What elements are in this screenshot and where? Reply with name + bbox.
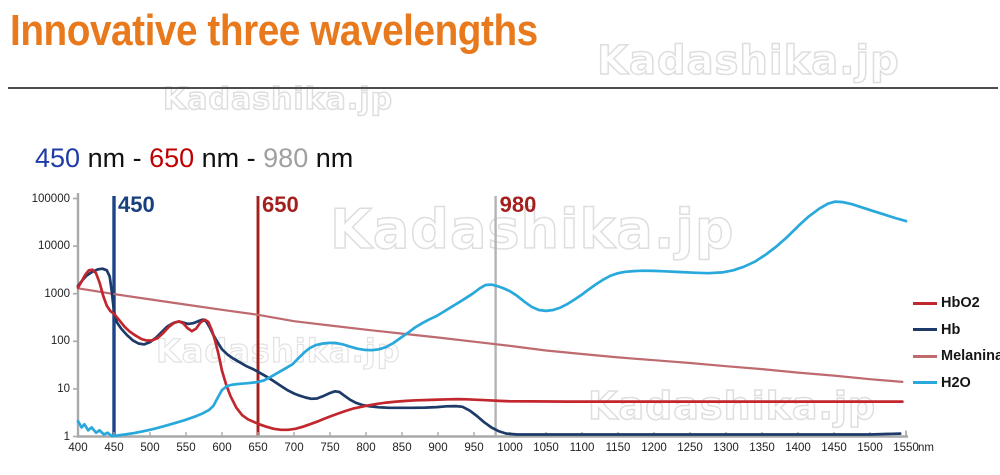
watermark: Kadashika.jp [587,383,877,429]
wavelengths-subtitle: 450 nm - 650 nm - 980 nm [35,143,353,174]
title-divider [8,87,998,89]
melanina-curve [76,287,904,383]
subtitle-sep2: nm - [194,143,264,173]
watermark: Kadashika.jp [329,197,735,262]
page-title: Innovative three wavelengths [10,6,538,55]
watermark: Kadashika.jp [596,37,900,85]
subtitle-sep1: nm - [80,143,150,173]
hb-curve [76,267,902,436]
subtitle-450: 450 [35,143,81,173]
hbo2-curve [76,268,904,432]
subtitle-unit: nm [308,143,354,173]
h2o-curve [76,200,908,438]
watermark: Kadashika.jp [155,331,401,370]
subtitle-980: 980 [263,143,309,173]
subtitle-650: 650 [149,143,195,173]
